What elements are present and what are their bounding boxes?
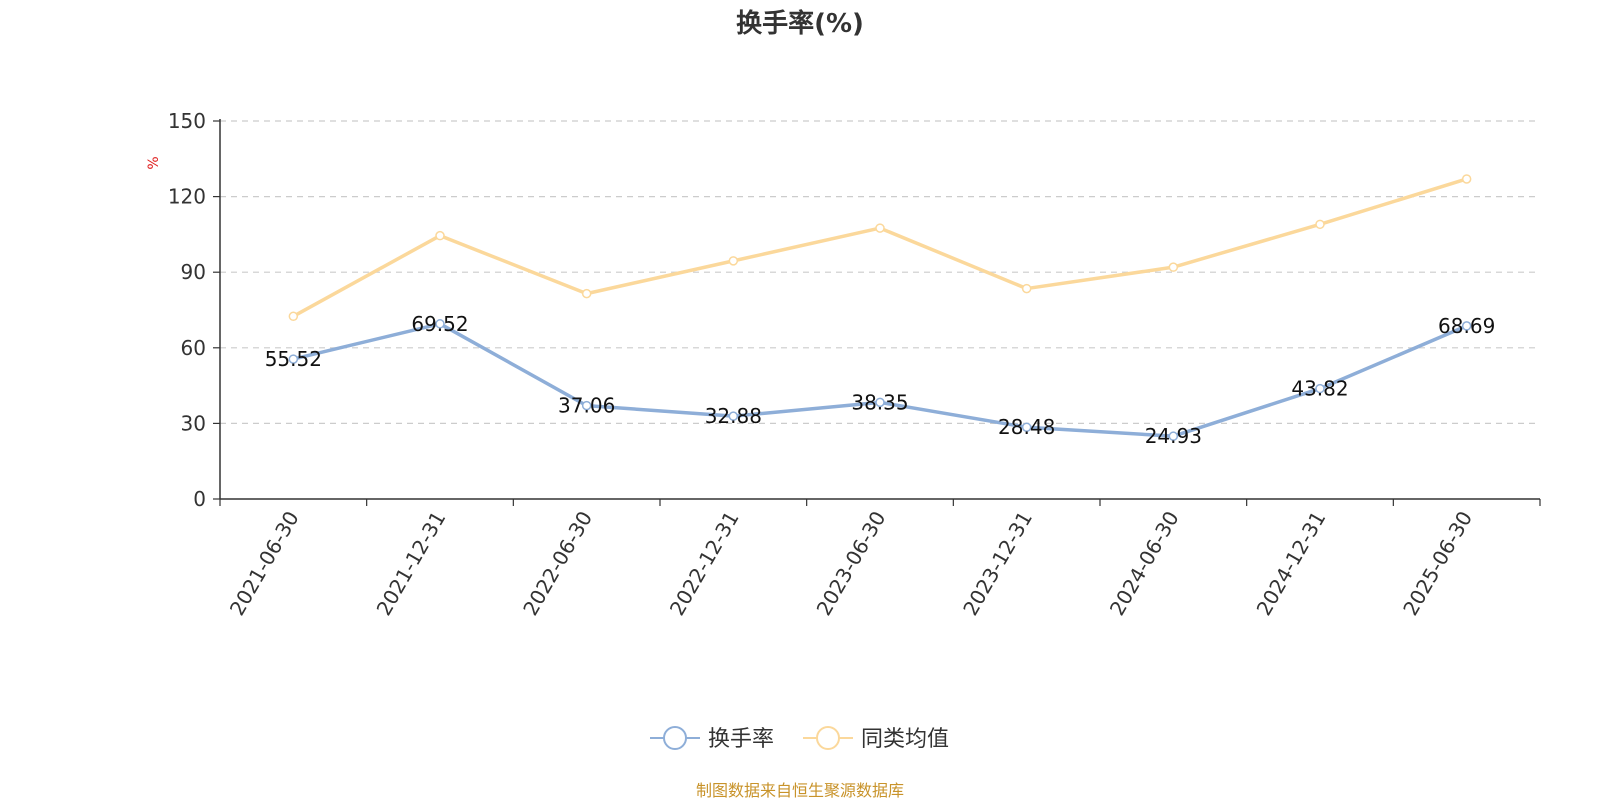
x-tick-label: 2021-12-31 [371, 507, 450, 620]
series-turnover [288, 319, 1472, 441]
series-lines [288, 174, 1472, 441]
x-tick-label: 2021-06-30 [225, 507, 304, 620]
data-point [1315, 219, 1325, 230]
legend-item-turnover[interactable]: 换手率 [650, 726, 774, 752]
data-point [435, 230, 445, 241]
y-axis-unit-label: % [146, 156, 162, 169]
chart-title: 换手率(%) [736, 8, 864, 39]
legend-label: 换手率 [708, 727, 774, 752]
data-label: 68.69 [1438, 314, 1495, 338]
series-peer-average [288, 174, 1472, 322]
data-point [1021, 283, 1032, 294]
y-tick-label: 30 [181, 411, 206, 435]
data-point [1315, 383, 1325, 394]
data-label: 38.35 [851, 390, 908, 414]
legend-circle-marker [663, 726, 687, 750]
data-point [1168, 262, 1179, 272]
data-point [1168, 431, 1179, 441]
data-point [1461, 321, 1472, 331]
data-point [1021, 422, 1032, 432]
data-labels: 55.52 69.52 37.06 32.88 38.35 28.48 24.93 43.82… [265, 312, 1496, 448]
legend-label: 同类均值 [861, 727, 949, 752]
x-tick-label: 2024-06-30 [1105, 507, 1184, 620]
data-point [435, 319, 445, 329]
y-tick-label: 60 [181, 336, 206, 360]
data-label: 37.06 [558, 394, 615, 418]
data-point [728, 411, 739, 421]
data-point [875, 223, 885, 233]
data-point [581, 400, 592, 411]
x-tick-label: 2023-12-31 [958, 507, 1037, 620]
x-tick-label: 2023-06-30 [811, 507, 890, 620]
y-tick-label: 0 [193, 487, 206, 511]
data-point [728, 256, 739, 266]
axes: 0 30 60 90 120 150 2021-06-30 2021-12-31 2022-06… [168, 109, 1541, 620]
data-point [1461, 174, 1472, 184]
data-label: 28.48 [998, 415, 1055, 439]
x-tick-label: 2025-06-30 [1398, 507, 1477, 620]
legend-circle-marker [816, 726, 840, 750]
x-tick-label: 2022-12-31 [665, 507, 744, 620]
data-point [288, 354, 299, 364]
data-point [581, 288, 592, 299]
y-tick-label: 120 [168, 185, 206, 209]
source-note: 制图数据来自恒生聚源数据库 [696, 781, 904, 800]
legend[interactable]: 换手率 同类均值 [650, 726, 949, 752]
data-label: 24.93 [1145, 424, 1202, 448]
data-label: 55.52 [265, 347, 322, 371]
data-label: 32.88 [705, 404, 762, 428]
y-tick-label: 90 [181, 260, 206, 284]
y-tick-label: 150 [168, 109, 206, 133]
data-label: 43.82 [1291, 377, 1348, 401]
x-tick-label: 2024-12-31 [1251, 507, 1330, 620]
data-point [288, 311, 299, 322]
data-point [875, 397, 885, 408]
series-line [291, 177, 1469, 319]
grid-lines [220, 120, 1540, 424]
legend-item-peer-average[interactable]: 同类均值 [803, 726, 949, 752]
data-label: 69.52 [411, 312, 468, 336]
x-tick-label: 2022-06-30 [518, 507, 597, 620]
